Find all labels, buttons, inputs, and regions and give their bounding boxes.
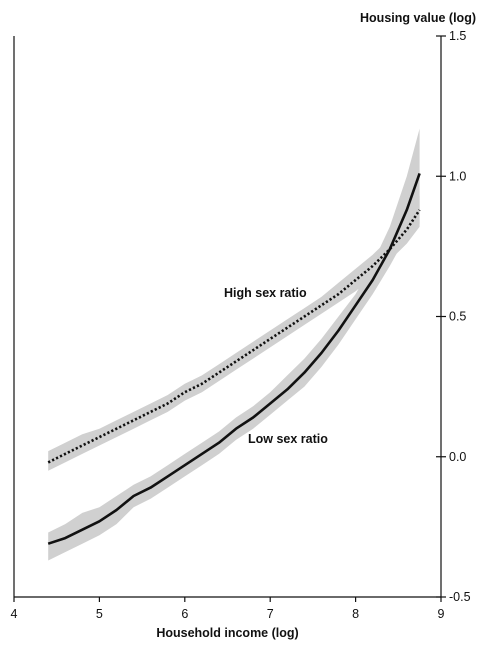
annotation-high-sex-ratio: High sex ratio — [224, 286, 307, 300]
x-tick-label: 5 — [96, 607, 103, 621]
x-tick-label: 9 — [438, 607, 445, 621]
series-line-low-sex-ratio — [47, 172, 421, 545]
series-lines — [47, 172, 421, 545]
y-axis-title: Housing value (log) — [360, 11, 476, 25]
x-tick-label: 8 — [352, 607, 359, 621]
y-tick-label: 0.5 — [449, 310, 466, 324]
x-axis-title: Household income (log) — [156, 626, 298, 640]
confidence-bands — [48, 128, 420, 561]
y-ticks: 1.5 1.0 0.5 0.0 -0.5 — [436, 29, 471, 604]
x-tick-label: 4 — [11, 607, 18, 621]
annotation-low-sex-ratio: Low sex ratio — [248, 432, 328, 446]
y-tick-label: -0.5 — [449, 590, 471, 604]
series-line-high-sex-ratio — [47, 209, 421, 464]
y-tick-label: 1.0 — [449, 169, 466, 183]
x-ticks: 4 5 6 7 8 9 — [11, 597, 445, 621]
x-tick-label: 7 — [267, 607, 274, 621]
y-tick-label: 0.0 — [449, 450, 466, 464]
x-tick-label: 6 — [181, 607, 188, 621]
confidence-band-low — [48, 128, 420, 561]
y-tick-label: 1.5 — [449, 29, 466, 43]
